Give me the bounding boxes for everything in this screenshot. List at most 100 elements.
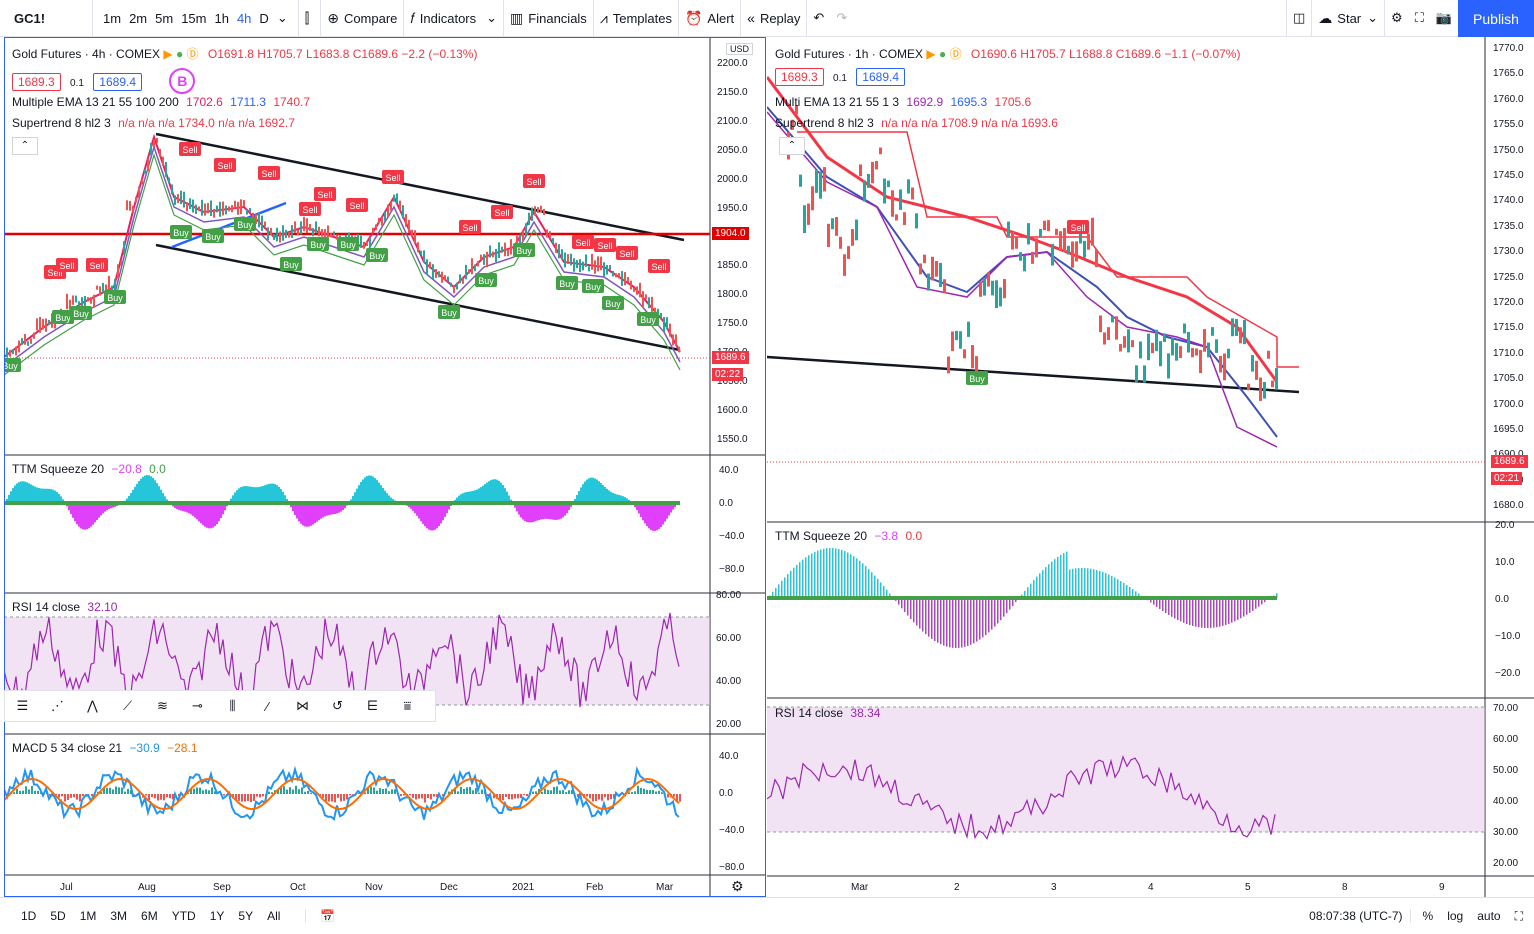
candle [907, 179, 910, 193]
auto-scale-button[interactable]: auto [1470, 909, 1507, 923]
range-6m[interactable]: 6M [134, 909, 165, 923]
gear-icon[interactable]: ⚙ [731, 878, 744, 895]
ema-legend[interactable]: Multiple EMA 13 21 55 100 200 1702.6 171… [12, 95, 310, 109]
rsi-tick-4: 30.00 [1493, 827, 1518, 838]
ttm-legend[interactable]: TTM Squeeze 20 −20.8 0.0 [12, 462, 166, 476]
trendline-icon[interactable]: ∕ [250, 699, 285, 714]
percent-scale-button[interactable]: % [1410, 909, 1441, 923]
compare-button[interactable]: ⊕Compare [320, 0, 403, 37]
ttm-bar [1228, 598, 1230, 624]
left-chart-title[interactable]: Gold Futures · 4h · COMEX [12, 47, 160, 61]
flag-icon[interactable]: ▶ [926, 47, 935, 61]
fullscreen-icon[interactable]: ⛶ [1508, 909, 1530, 924]
fib-icon[interactable]: ≋ [145, 698, 180, 714]
timeframe-15m[interactable]: 15m [177, 11, 210, 26]
xabcd-icon[interactable]: ⋈ [285, 698, 320, 714]
buy-price-button[interactable]: 1689.4 [856, 68, 905, 86]
pattern-icon[interactable]: ⋰ [40, 698, 75, 714]
symbol-search[interactable]: GC1! [0, 0, 92, 37]
collapse-legend-button[interactable]: ⌃ [12, 137, 38, 155]
undo-button[interactable]: ↶ [806, 0, 830, 37]
snapshot-button[interactable]: 📷 [1430, 0, 1458, 37]
settings-button[interactable]: ⚙ [1384, 0, 1409, 37]
range-ytd[interactable]: YTD [165, 909, 203, 923]
range-5y[interactable]: 5Y [231, 909, 260, 923]
flag-icon[interactable]: ▶ [163, 47, 172, 61]
range-1m[interactable]: 1M [73, 909, 104, 923]
ttm-bar [32, 486, 34, 503]
ttm-bar [42, 489, 44, 503]
sell-price-button[interactable]: 1689.3 [12, 73, 61, 91]
templates-button[interactable]: ⩘Templates [593, 0, 678, 37]
chevron-down-icon[interactable]: ⌄ [273, 10, 292, 26]
range-1d[interactable]: 1D [14, 909, 43, 923]
left-chart-legend: Gold Futures · 4h · COMEX ▶ ● Ⓓ O1691.8 … [12, 45, 477, 62]
supertrend-legend[interactable]: Supertrend 8 hl2 3 n/a n/a n/a 1734.0 n/… [12, 116, 295, 130]
vertical-lines-icon[interactable]: ⫼ [215, 698, 250, 714]
regression-icon[interactable]: ⩸ [390, 698, 425, 714]
range-all[interactable]: All [260, 909, 287, 923]
timeframe-1h[interactable]: 1h [210, 11, 232, 26]
ttm-bar [781, 581, 783, 598]
layout-button[interactable]: ◫ [1286, 0, 1311, 37]
timeframe-4h[interactable]: 4h [233, 11, 255, 26]
ema-legend[interactable]: Multi EMA 13 21 55 1 3 1692.9 1695.3 170… [775, 95, 1031, 109]
currency-label[interactable]: USD [726, 43, 753, 55]
ttm-bar [955, 598, 957, 648]
timeframe-5m[interactable]: 5m [151, 11, 177, 26]
macd-legend[interactable]: MACD 5 34 close 21 −30.9 −28.1 [12, 741, 198, 755]
collapse-legend-button[interactable]: ⌃ [779, 137, 805, 155]
rsi-legend[interactable]: RSI 14 close 38.34 [775, 706, 880, 720]
range-5d[interactable]: 5D [43, 909, 72, 923]
save-layout-button[interactable]: ☁Star⌄ [1311, 0, 1384, 37]
lines-icon[interactable]: ☰ [5, 698, 40, 714]
timeframe-d[interactable]: D [255, 11, 272, 26]
candle [525, 223, 527, 236]
candle [465, 265, 467, 279]
financials-button[interactable]: ▥Financials [503, 0, 593, 37]
log-scale-button[interactable]: log [1440, 909, 1470, 923]
ttm-bar [582, 484, 584, 503]
timeframe-1m[interactable]: 1m [99, 11, 125, 26]
ttm-legend[interactable]: TTM Squeeze 20 −3.8 0.0 [775, 529, 922, 543]
macd-tick-0: 40.0 [719, 751, 738, 762]
candle [1263, 382, 1266, 399]
chart-type-button[interactable]: ⫿ [298, 0, 320, 37]
ttm-bar [961, 598, 963, 648]
cycle-icon[interactable]: ↺ [320, 698, 355, 714]
supertrend-legend[interactable]: Supertrend 8 hl2 3 n/a n/a n/a 1708.9 n/… [775, 116, 1058, 130]
redo-button[interactable]: ↷ [830, 0, 853, 37]
horizontal-ray-icon[interactable]: ⊸ [180, 698, 215, 714]
buy-price-button[interactable]: 1689.4 [93, 73, 142, 91]
ttm-bar [604, 487, 606, 503]
candle [441, 272, 443, 283]
ttm-bar [82, 503, 84, 529]
range-3m[interactable]: 3M [103, 909, 134, 923]
date-range-icon[interactable]: 📅 [305, 909, 342, 923]
fullscreen-button[interactable]: ⛶ [1409, 0, 1430, 37]
candle [663, 317, 665, 332]
timeframe-2m[interactable]: 2m [125, 11, 151, 26]
alert-button[interactable]: ⏰Alert [678, 0, 740, 37]
rsi-legend[interactable]: RSI 14 close 32.10 [12, 600, 117, 614]
ttm-bar [660, 503, 662, 527]
parallel-channel-icon[interactable]: ⋿ [355, 698, 390, 714]
candle [1111, 316, 1114, 322]
path-icon[interactable]: ⟋ [110, 698, 145, 714]
range-1y[interactable]: 1Y [203, 909, 232, 923]
ttm-bar [1111, 576, 1113, 598]
abcd-pattern-icon[interactable]: ⋀ [75, 698, 110, 714]
buy-signal-label: Buy [340, 240, 356, 250]
replay-button[interactable]: «Replay [740, 0, 806, 37]
sell-price-button[interactable]: 1689.3 [775, 68, 824, 86]
candle [1171, 338, 1174, 356]
candle [537, 207, 539, 213]
clock[interactable]: 08:07:38 (UTC-7) [1302, 909, 1409, 923]
candle [621, 271, 623, 286]
right-chart-title[interactable]: Gold Futures · 1h · COMEX [775, 47, 923, 61]
publish-button[interactable]: Publish [1458, 0, 1534, 37]
